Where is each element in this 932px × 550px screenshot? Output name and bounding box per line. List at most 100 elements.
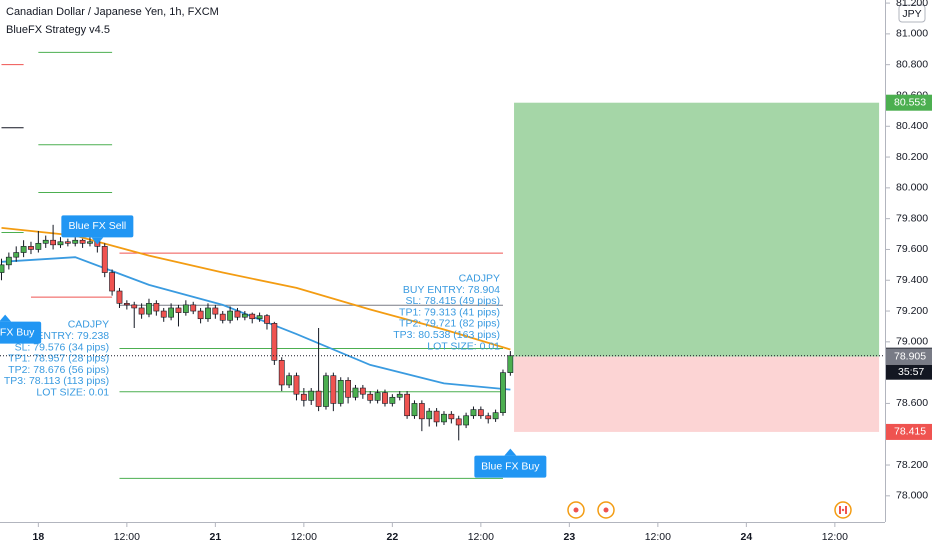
candle-body — [455, 418, 462, 426]
candle-body — [418, 403, 425, 420]
candle-body — [448, 413, 455, 420]
countdown: 35:57 — [898, 366, 924, 378]
x-tick-label: 22 — [387, 531, 399, 543]
candle-body — [234, 310, 241, 318]
candle-body — [323, 375, 329, 407]
candle-body — [160, 310, 167, 318]
signal-box — [61, 215, 134, 238]
candle-body — [337, 380, 344, 404]
candle-body — [146, 303, 152, 315]
candle-body — [13, 252, 20, 258]
candle-body — [72, 239, 79, 244]
event-dot — [603, 507, 609, 513]
candle-body — [35, 242, 42, 250]
price-label: 78.415 — [894, 426, 926, 438]
info-text: CADJPY — [459, 272, 500, 284]
candle-body — [256, 315, 263, 320]
info-text: TP2: 78.676 (56 pips) — [8, 364, 109, 376]
moving-average — [1, 227, 511, 351]
x-tick-label: 18 — [33, 531, 45, 543]
candle-body — [175, 307, 182, 313]
candle-body — [101, 246, 108, 273]
y-tick-label: 79.000 — [896, 336, 928, 348]
signal-text: Blue FX Sell — [68, 220, 126, 232]
y-tick-label: 79.200 — [896, 305, 928, 317]
chart-subtitle: BlueFX Strategy v4.5 — [6, 24, 110, 36]
candle-body — [87, 241, 93, 244]
candle-body — [271, 323, 278, 361]
info-text: LOT SIZE: 0.01 — [36, 386, 109, 398]
target-zone — [514, 102, 880, 357]
candle-body — [219, 313, 226, 321]
y-tick-label: 80.800 — [896, 58, 928, 70]
info-text: TP2: 79.721 (82 pips) — [399, 318, 500, 330]
candle-body — [426, 410, 433, 420]
candle-body — [463, 415, 469, 426]
candle-body — [79, 239, 86, 244]
candle-body — [359, 387, 366, 395]
candle-body — [109, 272, 115, 292]
y-tick-label: 81.000 — [896, 28, 928, 40]
candle-body — [352, 387, 359, 398]
candle-body — [477, 409, 484, 417]
price-label: 80.553 — [894, 96, 926, 108]
candle-body — [227, 310, 233, 321]
candle-body — [441, 413, 447, 423]
candle-body — [278, 360, 285, 386]
x-tick-label: 12:00 — [645, 531, 671, 543]
candle-body — [315, 390, 322, 407]
candle-body — [64, 241, 71, 244]
signal-pointer — [0, 314, 12, 322]
signal-text: Blue FX Buy — [481, 460, 540, 472]
info-text: CADJPY — [68, 319, 109, 331]
info-text: TP3: 78.113 (113 pips) — [4, 375, 109, 387]
candle-body — [182, 304, 189, 313]
y-tick-label: 79.800 — [896, 212, 928, 224]
candle-body — [300, 393, 307, 401]
candle-body — [20, 246, 27, 253]
candle-body — [28, 246, 34, 250]
candle-body — [190, 304, 197, 312]
chart-title: Canadian Dollar / Japanese Yen, 1h, FXCM — [6, 6, 219, 18]
y-tick-label: 80.200 — [896, 151, 928, 163]
info-text: TP3: 80.538 (163 pips) — [393, 329, 500, 341]
candle-body — [168, 307, 174, 318]
candle-body — [293, 375, 300, 395]
candle-body — [382, 392, 388, 404]
y-tick-label: 78.000 — [896, 490, 928, 502]
signal-label: Blue FX Sell — [61, 215, 134, 245]
candle-body — [470, 409, 477, 417]
signal-text: Blue FX Buy — [0, 326, 35, 338]
info-text: SL: 79.576 (34 pips) — [15, 341, 110, 353]
candle-body — [153, 303, 160, 312]
candle-body — [507, 355, 514, 373]
event-dot — [573, 507, 579, 513]
candle-body — [205, 307, 211, 320]
x-tick-label: 24 — [741, 531, 753, 543]
candle-body — [197, 310, 204, 320]
stop-zone — [514, 356, 880, 432]
candle-body — [131, 304, 138, 309]
candle-body — [212, 307, 219, 315]
candle-body — [0, 264, 5, 273]
y-tick-label: 79.400 — [896, 274, 928, 286]
info-text: SL: 78.415 (49 pips) — [405, 295, 500, 307]
price-label-box — [886, 94, 932, 111]
candle-body — [389, 396, 396, 404]
currency-box[interactable] — [898, 4, 926, 23]
candle-body — [367, 393, 374, 401]
y-tick-label: 78.200 — [896, 459, 928, 471]
candle-body — [404, 393, 410, 417]
candle-body — [500, 372, 506, 413]
signal-label: Blue FX Buy — [474, 448, 547, 478]
candle-body — [485, 415, 492, 420]
candle-body — [5, 256, 12, 266]
candle-body — [345, 380, 351, 398]
info-text: TP1: 78.957 (28 pips) — [8, 353, 109, 365]
x-tick-label: 21 — [210, 531, 222, 543]
event-icons[interactable] — [567, 501, 852, 519]
signal-pointer — [91, 237, 104, 245]
candle-body — [57, 241, 64, 246]
x-tick-label: 12:00 — [468, 531, 494, 543]
